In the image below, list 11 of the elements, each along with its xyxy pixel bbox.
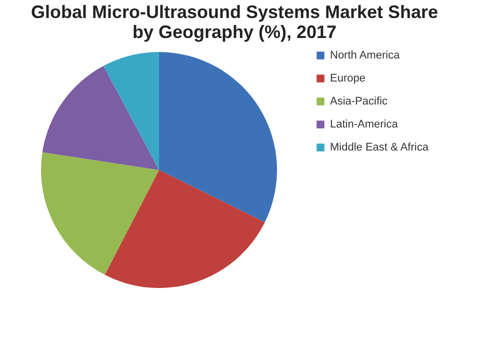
legend-label: Latin-America xyxy=(330,118,399,130)
pie-slice xyxy=(42,66,159,170)
legend-label: Asia-Pacific xyxy=(330,96,388,108)
legend-label: Middle East & Africa xyxy=(330,142,430,154)
chart-title: Global Micro-Ultrasound Systems Market Share by Geography (%), 2017 xyxy=(30,2,438,42)
pie-slice xyxy=(103,52,159,170)
pie-slice xyxy=(159,52,277,222)
pie-slice xyxy=(104,170,265,288)
pie-slice xyxy=(41,152,159,275)
legend-label: North America xyxy=(330,50,401,62)
legend-label: Europe xyxy=(330,72,366,84)
